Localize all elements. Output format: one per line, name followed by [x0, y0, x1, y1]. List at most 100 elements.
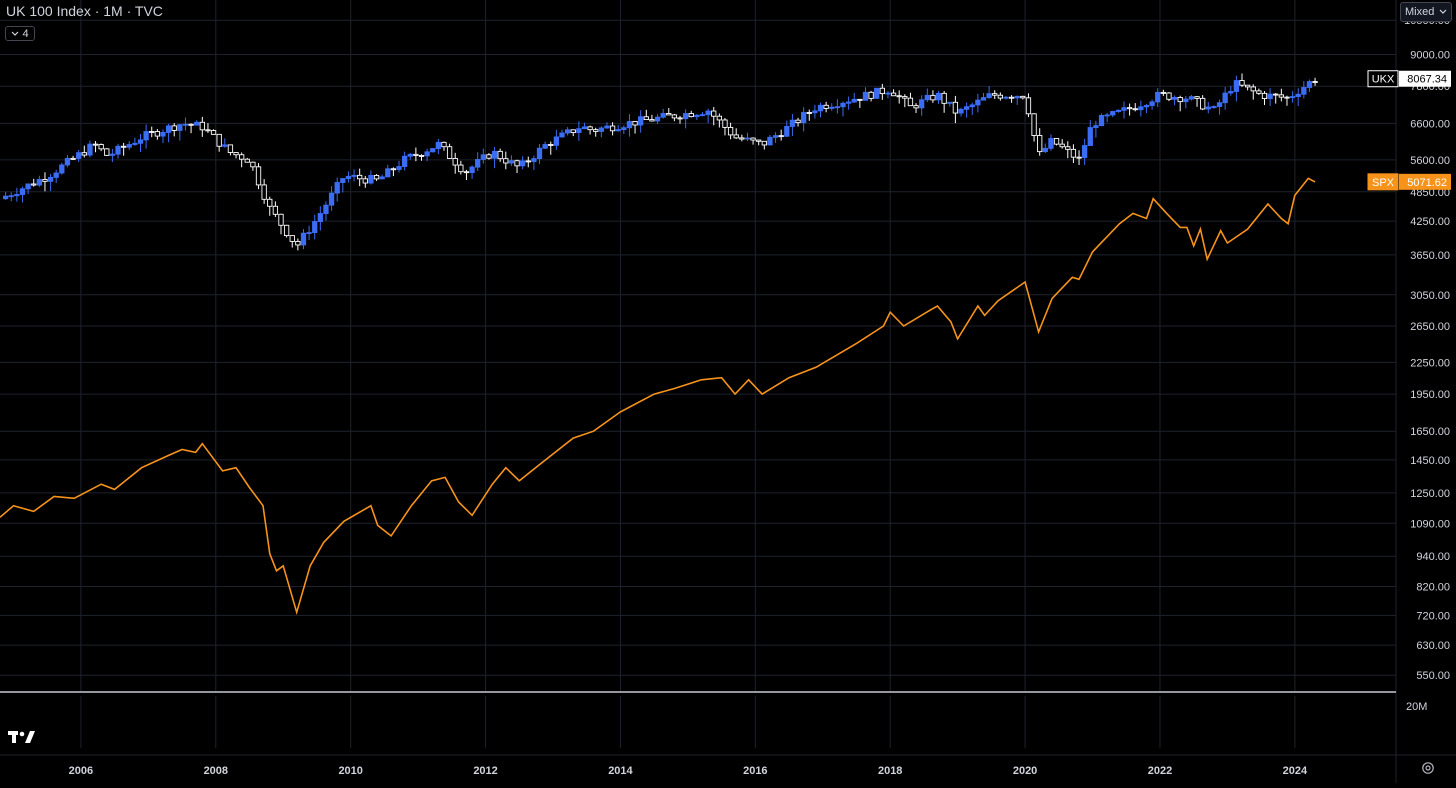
- ukx-candle: [1205, 102, 1211, 114]
- volume-scale-label: 20M: [1406, 701, 1427, 713]
- series-name-label: UKX: [1372, 74, 1395, 86]
- ukx-candle: [418, 154, 425, 161]
- indicator-count: 4: [22, 27, 29, 40]
- ukx-candle: [739, 134, 745, 142]
- ukx-candle: [553, 129, 560, 150]
- ukx-candle: [1239, 73, 1245, 88]
- ukx-candle: [132, 137, 138, 146]
- x-tick-label: 2020: [1013, 765, 1037, 777]
- ukx-candle: [963, 102, 970, 118]
- ukx-candle: [289, 235, 295, 248]
- indicator-toggle-button[interactable]: 4: [5, 26, 35, 41]
- ukx-candle: [879, 83, 885, 100]
- ukx-candle: [1284, 95, 1290, 106]
- ukx-candle: [194, 120, 200, 126]
- ukx-candle: [1244, 84, 1251, 91]
- ukx-candle: [874, 87, 880, 99]
- ukx-candle: [278, 213, 284, 235]
- ukx-candle: [514, 159, 520, 174]
- ukx-price-label: UKX 8067.34: [1367, 70, 1451, 88]
- ukx-candle: [1138, 100, 1144, 117]
- tradingview-logo-icon[interactable]: [8, 729, 38, 749]
- ukx-candle: [851, 92, 857, 103]
- ukx-candle: [744, 132, 751, 142]
- ukx-candle: [267, 196, 273, 216]
- ukx-candle: [19, 186, 26, 203]
- y-tick-label: 1450.00: [1410, 455, 1450, 467]
- ukx-candle: [1059, 139, 1065, 149]
- settings-gear-icon[interactable]: [1420, 760, 1438, 778]
- ukx-candle: [199, 116, 205, 137]
- ukx-candle: [660, 108, 666, 119]
- ukx-candle: [373, 174, 380, 181]
- ukx-candles: [2, 73, 1318, 251]
- ukx-candle: [722, 118, 728, 136]
- ukx-candle: [357, 168, 363, 187]
- x-tick-label: 2008: [204, 765, 228, 777]
- ukx-candle: [491, 146, 498, 169]
- ukx-candle: [160, 129, 166, 144]
- ukx-candle: [992, 90, 998, 100]
- ukx-candle: [677, 115, 683, 124]
- ukx-candle: [682, 109, 689, 129]
- ukx-candle: [255, 163, 262, 190]
- ukx-candle: [424, 148, 430, 162]
- ukx-candle: [947, 101, 953, 107]
- ukx-candle: [1222, 86, 1228, 110]
- ukx-candle: [188, 123, 194, 134]
- y-tick-label: 550.00: [1416, 670, 1450, 682]
- ukx-candle: [340, 177, 346, 193]
- ukx-candle: [300, 229, 307, 250]
- ukx-candle: [76, 149, 82, 162]
- ukx-candle: [508, 155, 515, 166]
- ukx-candle: [31, 178, 37, 187]
- ukx-candle: [649, 114, 655, 122]
- spx-line-path: [0, 177, 1316, 616]
- ukx-candle: [817, 102, 824, 118]
- ukx-candle: [92, 141, 99, 153]
- ukx-candle: [1014, 95, 1020, 105]
- ukx-candle: [1171, 95, 1178, 106]
- ukx-candle: [36, 175, 42, 187]
- ukx-candle: [902, 94, 908, 108]
- ukx-candle: [958, 107, 964, 117]
- ukx-candle: [345, 171, 352, 183]
- ukx-candle: [520, 156, 526, 170]
- ukx-candle: [986, 86, 992, 99]
- ukx-candle: [593, 127, 599, 137]
- ukx-candle: [654, 114, 661, 124]
- y-tick-label: 9000.00: [1410, 49, 1450, 61]
- x-tick-label: 2022: [1148, 765, 1172, 777]
- scale-mode-button[interactable]: Mixed: [1400, 2, 1452, 22]
- ukx-candle: [216, 133, 222, 152]
- x-tick-label: 2010: [338, 765, 362, 777]
- ukx-candle: [666, 108, 672, 116]
- ukx-candle: [1121, 101, 1127, 119]
- ukx-candle: [834, 99, 841, 114]
- ukx-candle: [1289, 91, 1296, 103]
- ukx-candle: [497, 148, 503, 162]
- ukx-candle: [1031, 113, 1037, 142]
- ukx-candle: [1155, 88, 1161, 108]
- ukx-candle: [295, 238, 301, 251]
- ukx-candle: [1295, 88, 1301, 106]
- ukx-candle: [705, 108, 711, 123]
- y-tick-label: 820.00: [1416, 582, 1450, 594]
- ukx-candle: [626, 114, 633, 137]
- ukx-candle: [480, 148, 486, 164]
- ukx-candle: [1037, 128, 1043, 156]
- ukx-candle: [362, 175, 368, 188]
- ukx-candle: [1115, 109, 1122, 113]
- ukx-candle: [829, 103, 835, 111]
- ukx-candle: [205, 123, 211, 133]
- ukx-candle: [446, 143, 453, 159]
- ukx-candle: [840, 101, 846, 117]
- ukx-candle: [1048, 134, 1054, 151]
- ukx-candle: [486, 153, 492, 160]
- ukx-candle: [980, 93, 987, 101]
- x-tick-label: 2006: [69, 765, 93, 777]
- ukx-candle: [1194, 96, 1200, 107]
